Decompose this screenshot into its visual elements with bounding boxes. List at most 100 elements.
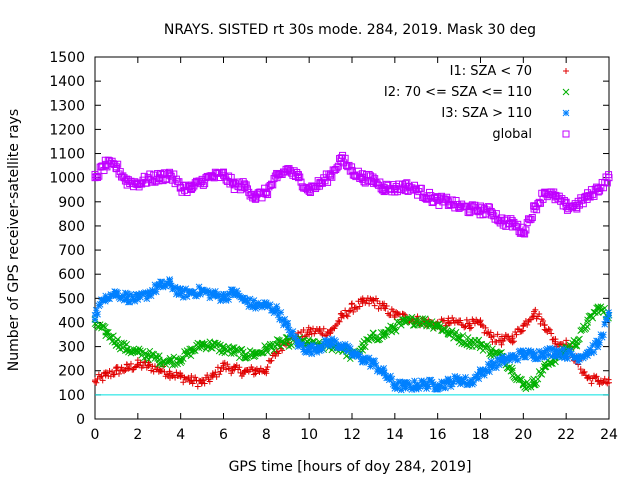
data-point <box>559 345 567 353</box>
x-tick-label: 0 <box>91 427 100 443</box>
data-point <box>308 350 316 358</box>
data-point <box>230 348 238 355</box>
data-point <box>246 295 254 303</box>
data-point <box>445 328 452 336</box>
data-point <box>274 336 282 344</box>
y-tick-label: 1300 <box>49 98 85 114</box>
data-point <box>588 349 595 357</box>
data-point <box>212 369 219 376</box>
data-point <box>145 175 153 183</box>
data-point <box>594 304 602 312</box>
data-point <box>233 287 241 295</box>
data-point <box>534 355 542 363</box>
data-point <box>487 362 495 370</box>
data-point <box>552 348 559 355</box>
data-point <box>477 340 484 348</box>
data-point <box>183 293 191 301</box>
data-point <box>518 328 525 335</box>
data-point <box>455 203 463 211</box>
data-point <box>200 341 207 348</box>
data-point <box>204 372 211 379</box>
data-point <box>581 368 588 375</box>
data-point <box>537 320 544 327</box>
data-point <box>418 377 425 385</box>
data-point <box>224 361 231 368</box>
data-point <box>276 315 283 323</box>
data-point <box>220 293 227 301</box>
data-point <box>134 180 142 188</box>
data-point <box>512 328 519 335</box>
data-point <box>402 182 410 190</box>
data-point <box>406 380 413 388</box>
data-point <box>262 188 270 196</box>
data-point <box>198 177 206 185</box>
data-point <box>241 297 249 305</box>
y-axis: 0 100 200 300 400 500 600 700 800 900 1000 1100 1200… <box>49 50 609 428</box>
data-point <box>268 357 275 364</box>
data-point <box>145 362 152 369</box>
data-point <box>528 316 535 323</box>
data-point <box>475 375 483 383</box>
data-point <box>579 370 586 377</box>
data-point <box>606 379 612 386</box>
data-point <box>603 379 610 386</box>
data-point <box>394 385 401 393</box>
data-point <box>121 368 128 375</box>
data-point <box>448 196 456 204</box>
data-point <box>173 369 180 376</box>
data-point <box>564 355 571 363</box>
data-point <box>541 188 549 196</box>
data-point <box>519 380 527 387</box>
data-point <box>352 304 359 311</box>
data-point <box>134 349 142 356</box>
data-point <box>477 321 484 328</box>
data-point <box>605 311 613 319</box>
data-point <box>161 368 168 375</box>
x-tick-label: 2 <box>133 427 142 443</box>
data-point <box>237 293 244 301</box>
series-layer <box>91 151 613 394</box>
data-point <box>231 366 238 373</box>
data-point <box>131 297 139 305</box>
data-point <box>348 163 356 171</box>
data-point <box>601 375 608 382</box>
y-tick-label: 1500 <box>49 50 85 66</box>
data-point <box>423 380 431 388</box>
data-point <box>189 380 196 387</box>
data-point <box>97 373 104 380</box>
data-point <box>584 349 591 356</box>
data-point <box>380 364 388 372</box>
data-point <box>335 317 342 324</box>
data-point <box>519 350 527 358</box>
data-point <box>215 291 223 298</box>
data-point <box>316 180 324 188</box>
data-point <box>584 374 591 381</box>
data-point <box>247 366 254 373</box>
data-point <box>91 311 99 319</box>
data-point <box>176 356 184 364</box>
data-point <box>380 369 388 377</box>
data-point <box>294 174 302 182</box>
data-point <box>341 340 349 348</box>
data-point <box>112 163 120 171</box>
data-point <box>450 378 457 386</box>
data-point <box>361 354 369 362</box>
data-point <box>138 180 146 188</box>
data-point <box>241 354 249 362</box>
data-point <box>220 171 227 179</box>
data-point <box>352 351 360 359</box>
data-point <box>166 170 174 178</box>
data-point <box>586 345 594 353</box>
x-tick-label: 12 <box>343 427 361 443</box>
data-point <box>270 346 278 354</box>
data-point <box>444 198 452 206</box>
data-point <box>149 350 156 358</box>
data-point <box>187 185 195 193</box>
data-point <box>562 203 570 211</box>
data-point <box>370 360 377 367</box>
data-point <box>155 282 163 290</box>
data-point <box>113 367 120 374</box>
data-point <box>203 343 211 350</box>
data-point <box>300 337 307 345</box>
